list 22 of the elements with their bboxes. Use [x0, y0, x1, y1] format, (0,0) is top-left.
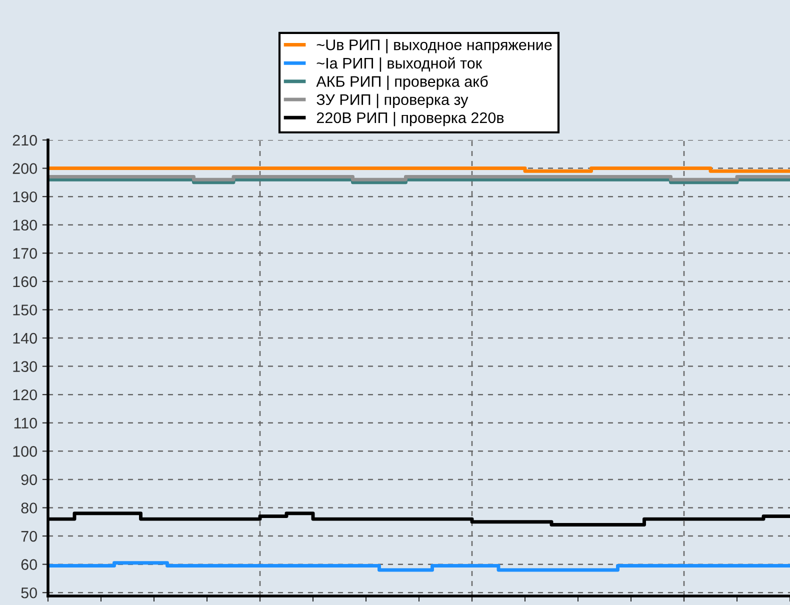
y-tick-label: 140	[13, 332, 37, 344]
y-tick-label: 130	[13, 361, 37, 372]
y-tick-label: 120	[13, 389, 37, 400]
y-tick-label: 110	[14, 418, 37, 429]
y-tick-label: 70	[21, 530, 37, 542]
y-tick-label: 180	[13, 220, 37, 231]
legend-label: АКБ РИП | проверка акб	[316, 76, 488, 90]
y-tick-label: 60	[21, 559, 37, 570]
y-tick-label: 90	[21, 474, 37, 486]
y-tick-label: 80	[21, 502, 37, 514]
y-tick-label: 200	[12, 163, 37, 174]
y-tick-label: 100	[13, 446, 37, 457]
legend-label: 220В РИП | проверка 220в	[316, 112, 504, 126]
y-tick-label: 210	[12, 134, 37, 146]
y-tick-label: 150	[13, 304, 37, 316]
y-tick-label: 50	[21, 587, 37, 598]
legend-label: ЗУ РИП | проверка зу	[316, 94, 468, 108]
legend-label: ~Uв РИП | выходное напряжение	[316, 39, 552, 54]
y-tick-label: 190	[13, 191, 37, 202]
y-tick-label: 160	[13, 276, 37, 288]
legend-label: ~Ia РИП | выходной ток	[316, 57, 482, 72]
y-tick-label: 170	[13, 248, 37, 259]
